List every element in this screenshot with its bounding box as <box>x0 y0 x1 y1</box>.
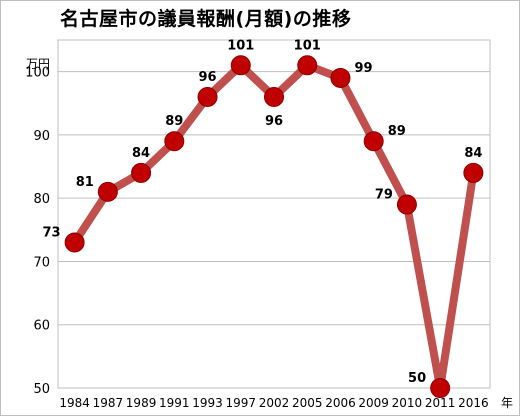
data-point <box>463 162 484 183</box>
x-tick-label: 2002 <box>259 396 290 410</box>
data-label: 101 <box>294 38 321 53</box>
data-point <box>164 131 185 152</box>
x-tick-label: 2009 <box>358 396 389 410</box>
data-point <box>131 162 152 183</box>
data-label: 79 <box>375 188 393 203</box>
data-point <box>97 181 118 202</box>
x-tick-label: 1984 <box>59 396 90 410</box>
data-label: 101 <box>227 38 254 53</box>
x-tick-label: 2006 <box>325 396 356 410</box>
data-point <box>363 131 384 152</box>
data-point <box>264 86 284 107</box>
y-tick-label: 70 <box>33 255 50 270</box>
data-label: 73 <box>43 225 61 240</box>
x-tick-label: 1991 <box>159 396 190 410</box>
data-label: 84 <box>464 146 482 161</box>
data-label: 96 <box>198 70 216 85</box>
data-label: 96 <box>265 114 283 129</box>
x-tick-label: 2005 <box>292 396 323 410</box>
data-label: 50 <box>408 371 426 386</box>
x-tick-label: 1997 <box>225 396 256 410</box>
data-label: 89 <box>388 124 406 139</box>
data-label: 99 <box>354 61 372 76</box>
y-tick-label: 100 <box>25 66 50 81</box>
x-tick-label: 2010 <box>392 396 423 410</box>
chart-title: 名古屋市の議員報酬(月額)の推移 <box>60 8 352 30</box>
x-unit-label: 年 <box>501 396 513 410</box>
data-point <box>64 232 85 253</box>
x-tick-label: 1993 <box>192 396 223 410</box>
y-tick-label: 90 <box>33 129 50 144</box>
y-tick-label: 80 <box>33 192 50 207</box>
data-point <box>230 55 251 76</box>
y-tick-label: 60 <box>33 319 50 334</box>
data-point <box>396 194 417 215</box>
x-tick-label: 1987 <box>93 396 124 410</box>
data-label: 81 <box>76 175 94 190</box>
data-label: 89 <box>165 114 183 129</box>
y-tick-label: 50 <box>33 382 50 397</box>
data-point <box>430 378 451 398</box>
x-tick-label: 2011 <box>425 396 456 410</box>
data-point <box>330 67 351 88</box>
x-tick-label: 2016 <box>458 396 489 410</box>
x-tick-label: 1989 <box>126 396 157 410</box>
y-unit-label: 万円 <box>26 57 50 71</box>
data-label: 84 <box>132 146 150 161</box>
data-point <box>297 55 318 76</box>
data-point <box>197 86 218 107</box>
